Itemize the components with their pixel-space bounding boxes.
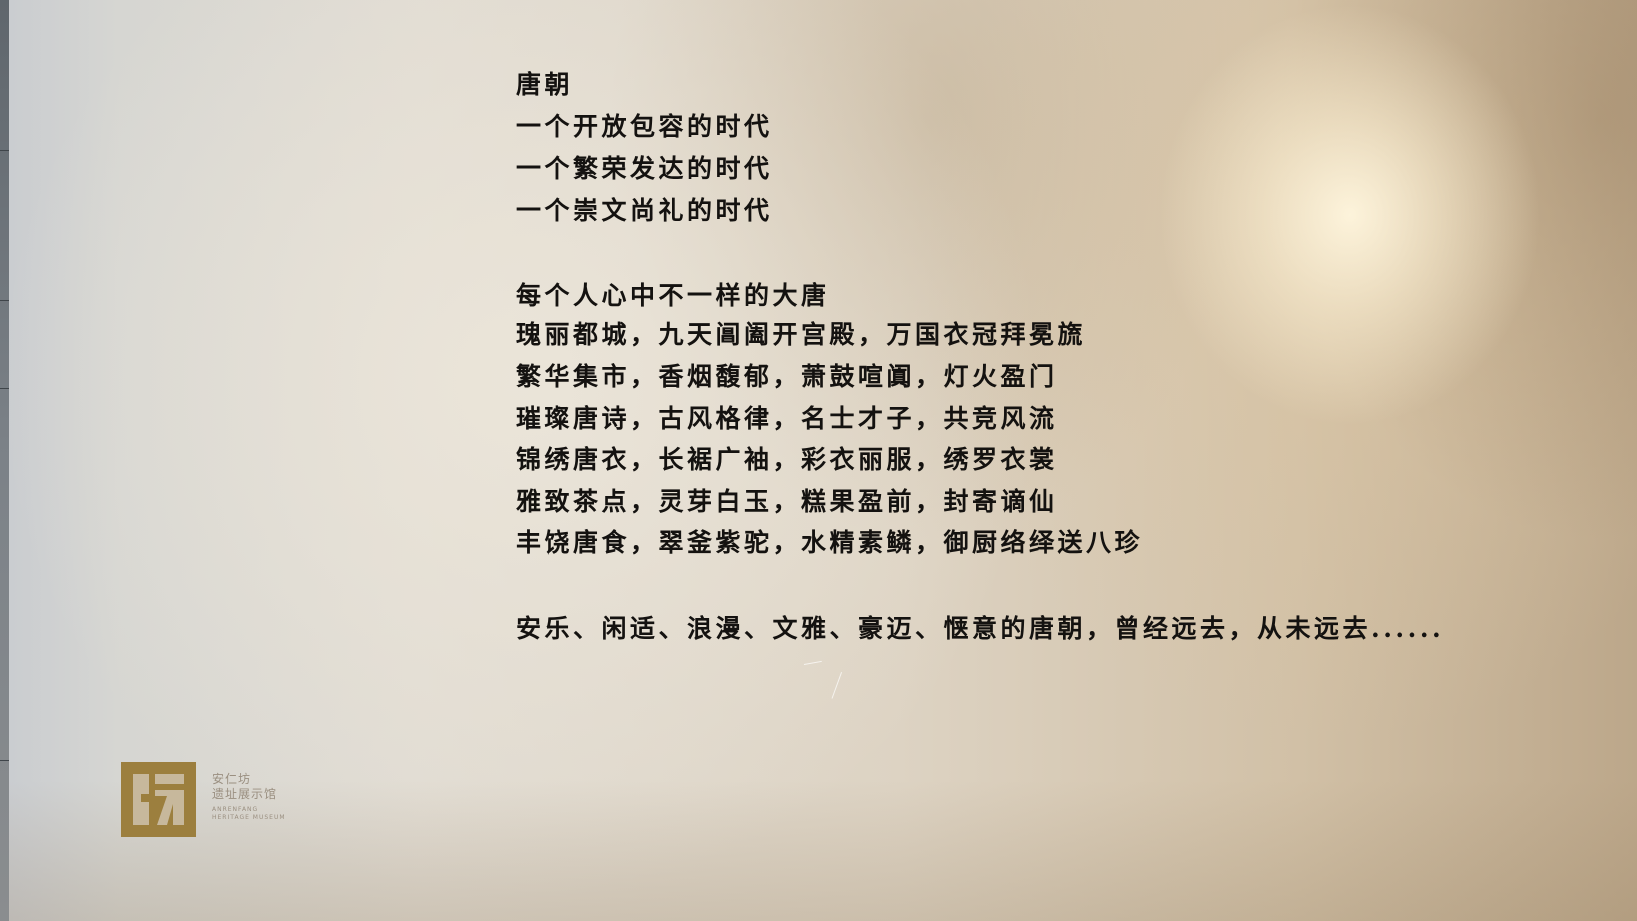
museum-name: 安仁坊 遗址展示馆 ANRENFANG HERITAGE MUSEUM xyxy=(212,772,286,822)
closing-line: 安乐、闲适、浪漫、文雅、豪迈、惬意的唐朝，曾经远去，从未远去...... xyxy=(516,614,1445,643)
verse-line: 雅致茶点，灵芽白玉，糕果盈前，封寄谪仙 xyxy=(516,487,1058,516)
museum-logo xyxy=(121,762,196,837)
intro-line: 一个繁荣发达的时代 xyxy=(516,154,773,183)
intro-line: 一个开放包容的时代 xyxy=(516,112,773,141)
verse-line: 丰饶唐食，翠釜紫驼，水精素鳞，御厨络绎送八珍 xyxy=(516,528,1144,557)
verse-line: 锦绣唐衣，长裾广袖，彩衣丽服，绣罗衣裳 xyxy=(516,445,1058,474)
floor-shadow xyxy=(0,780,1637,921)
museum-english-name: HERITAGE MUSEUM xyxy=(212,814,286,821)
intro-line: 一个崇文尚礼的时代 xyxy=(516,196,773,225)
verse-line: 璀璨唐诗，古风格律，名士才子，共竞风流 xyxy=(516,404,1058,433)
subheading: 每个人心中不一样的大唐 xyxy=(516,281,830,310)
museum-name-line: 安仁坊 xyxy=(212,772,252,786)
museum-english-name: ANRENFANG xyxy=(212,806,259,813)
verse-line: 繁华集市，香烟馥郁，萧鼓喧阗，灯火盈门 xyxy=(516,362,1058,391)
museum-name-line: 遗址展示馆 xyxy=(212,787,278,801)
heading: 唐朝 xyxy=(516,70,574,99)
verse-line: 瑰丽都城，九天阊阖开宫殿，万国衣冠拜冕旒 xyxy=(516,320,1087,349)
wall-edge xyxy=(0,0,9,921)
